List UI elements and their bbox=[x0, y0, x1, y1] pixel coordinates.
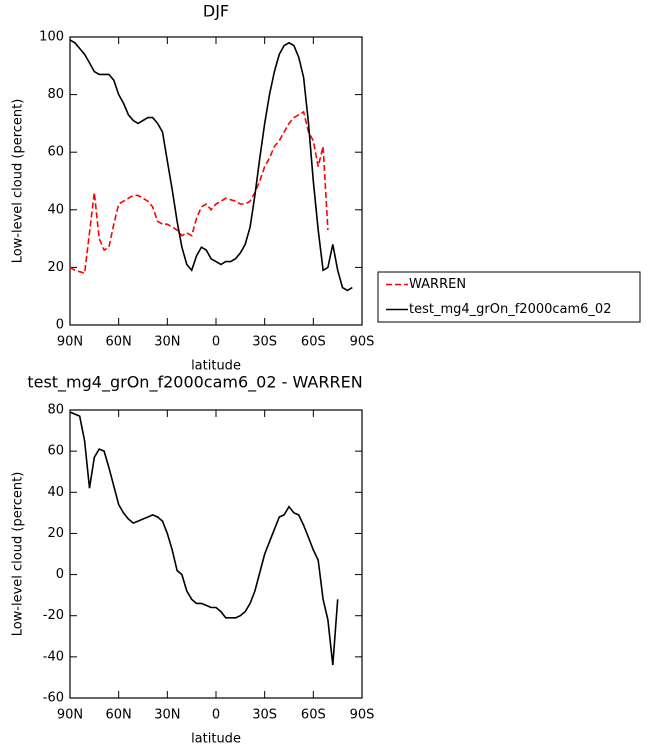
y-tick-label: -40 bbox=[43, 649, 64, 664]
x-tick-label: 90S bbox=[350, 335, 375, 350]
x-tick-label: 60N bbox=[106, 708, 132, 723]
y-tick-label: 100 bbox=[39, 30, 64, 45]
y-tick-label: 80 bbox=[47, 403, 64, 418]
chart-title: test_mg4_grOn_f2000cam6_02 - WARREN bbox=[27, 373, 362, 393]
x-tick-label: 60S bbox=[301, 335, 326, 350]
x-axis-label: latitude bbox=[191, 359, 241, 374]
y-tick-label: 0 bbox=[56, 567, 64, 582]
y-tick-label: -60 bbox=[43, 691, 64, 706]
legend-box bbox=[377, 271, 641, 323]
y-tick-label: 40 bbox=[47, 202, 64, 217]
x-tick-label: 90N bbox=[57, 708, 83, 723]
data-line bbox=[69, 39, 353, 292]
y-tick-label: -20 bbox=[43, 608, 64, 623]
x-tick-label: 90N bbox=[57, 335, 83, 350]
x-tick-label: 60S bbox=[301, 708, 326, 723]
y-tick-label: 40 bbox=[47, 485, 64, 500]
panel: test_mg4_grOn_f2000cam6_02 - WARREN latit… bbox=[11, 373, 375, 747]
x-tick-label: 30N bbox=[154, 335, 180, 350]
chart-title: DJF bbox=[203, 2, 229, 21]
x-tick-label: 30S bbox=[252, 708, 277, 723]
x-tick-label: 90S bbox=[350, 708, 375, 723]
y-tick-label: 60 bbox=[47, 444, 64, 459]
y-tick-label: 80 bbox=[47, 87, 64, 102]
x-tick-label: 30S bbox=[252, 335, 277, 350]
data-line bbox=[69, 110, 329, 275]
x-axis-label: latitude bbox=[191, 732, 241, 747]
y-tick-label: 0 bbox=[56, 318, 64, 333]
y-tick-label: 60 bbox=[47, 145, 64, 160]
y-axis-label: Low-level cloud (percent) bbox=[11, 472, 26, 637]
x-tick-label: 60N bbox=[106, 335, 132, 350]
legend-label: test_mg4_grOn_f2000cam6_02 bbox=[409, 302, 611, 317]
y-axis-label: Low-level cloud (percent) bbox=[11, 99, 26, 264]
plot-frame bbox=[69, 409, 363, 699]
data-line bbox=[69, 411, 339, 666]
x-tick-label: 0 bbox=[212, 708, 220, 723]
x-tick-label: 0 bbox=[212, 335, 220, 350]
panel: DJF latitude Low-level cloud (percent) 90N 6… bbox=[11, 2, 641, 374]
y-tick-label: 20 bbox=[47, 526, 64, 541]
y-tick-label: 20 bbox=[47, 260, 64, 275]
x-tick-label: 30N bbox=[154, 708, 180, 723]
legend-label: WARREN bbox=[409, 277, 466, 292]
